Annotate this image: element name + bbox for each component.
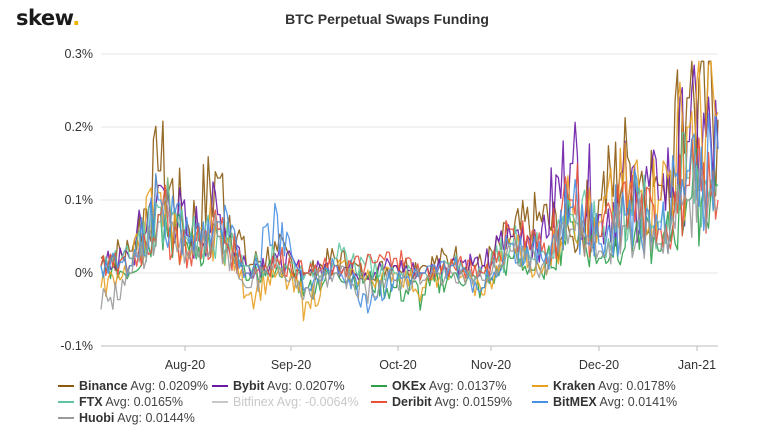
- series-line-okex: [100, 147, 719, 311]
- legend-label: OKEx Avg: 0.0137%: [392, 379, 506, 393]
- x-tick-label: Oct-20: [379, 358, 417, 372]
- y-tick-label: -0.1%: [60, 339, 93, 353]
- skew-logo: skew.: [16, 6, 80, 30]
- legend-label: Binance Avg: 0.0209%: [79, 379, 208, 393]
- legend-item-deribit[interactable]: Deribit Avg: 0.0159%: [371, 395, 512, 409]
- legend-item-huobi[interactable]: Huobi Avg: 0.0144%: [58, 411, 195, 425]
- x-tick-label: Aug-20: [165, 358, 205, 372]
- x-tick-label: Jan-21: [678, 358, 716, 372]
- legend-label: Bitfinex Avg: -0.0064%: [233, 395, 359, 409]
- legend-label: BitMEX Avg: 0.0141%: [553, 395, 677, 409]
- legend-item-ftx[interactable]: FTX Avg: 0.0165%: [58, 395, 183, 409]
- brand-name: skew: [16, 6, 73, 30]
- legend-avg: Avg: 0.0178%: [595, 379, 675, 393]
- legend-item-kraken[interactable]: Kraken Avg: 0.0178%: [532, 379, 676, 393]
- chart-title: BTC Perpetual Swaps Funding: [285, 11, 489, 27]
- legend-series-name: Deribit: [392, 395, 432, 409]
- legend-label: Deribit Avg: 0.0159%: [392, 395, 512, 409]
- legend-item-bybit[interactable]: Bybit Avg: 0.0207%: [212, 379, 345, 393]
- legend-avg: Avg: 0.0209%: [128, 379, 208, 393]
- y-tick-label: 0.2%: [65, 120, 94, 134]
- axis-layer: 0.3% 0.2% 0.1% 0% -0.1% Aug-20 Sep-20 Oct-20 Nov…: [60, 47, 718, 372]
- x-tick-label: Sep-20: [271, 358, 311, 372]
- legend-avg: Avg: -0.0064%: [274, 395, 359, 409]
- series-layer: [100, 60, 719, 322]
- series-line-bitmex: [100, 113, 719, 314]
- legend-item-bitmex[interactable]: BitMEX Avg: 0.0141%: [532, 395, 677, 409]
- legend-item-binance[interactable]: Binance Avg: 0.0209%: [58, 379, 208, 393]
- legend-label: FTX Avg: 0.0165%: [79, 395, 183, 409]
- series-line-ftx: [100, 132, 719, 281]
- series-line-huobi: [100, 160, 719, 310]
- legend-series-name: Huobi: [79, 411, 114, 425]
- x-tick-label: Dec-20: [579, 358, 619, 372]
- legend-label: Huobi Avg: 0.0144%: [79, 411, 195, 425]
- legend-avg: Avg: 0.0165%: [103, 395, 183, 409]
- legend-avg: Avg: 0.0207%: [264, 379, 344, 393]
- legend-series-name: Bybit: [233, 379, 265, 393]
- brand-dot: .: [72, 6, 80, 30]
- legend-series-name: FTX: [79, 395, 103, 409]
- y-tick-label: 0%: [75, 266, 93, 280]
- legend-avg: Avg: 0.0144%: [114, 411, 194, 425]
- legend-avg: Avg: 0.0141%: [597, 395, 677, 409]
- legend-avg: Avg: 0.0137%: [426, 379, 506, 393]
- legend-avg: Avg: 0.0159%: [432, 395, 512, 409]
- legend[interactable]: Binance Avg: 0.0209% Bybit Avg: 0.0207% OK…: [58, 379, 677, 425]
- legend-series-name: Binance: [79, 379, 128, 393]
- y-tick-label: 0.3%: [65, 47, 94, 61]
- y-tick-label: 0.1%: [65, 193, 94, 207]
- legend-label: Kraken Avg: 0.0178%: [553, 379, 676, 393]
- legend-label: Bybit Avg: 0.0207%: [233, 379, 345, 393]
- legend-series-name: Bitfinex: [233, 395, 275, 409]
- legend-series-name: Kraken: [553, 379, 595, 393]
- legend-series-name: BitMEX: [553, 395, 597, 409]
- legend-item-bitfinex[interactable]: Bitfinex Avg: -0.0064%: [212, 395, 359, 409]
- x-tick-label: Nov-20: [471, 358, 511, 372]
- legend-item-okex[interactable]: OKEx Avg: 0.0137%: [371, 379, 506, 393]
- legend-series-name: OKEx: [392, 379, 426, 393]
